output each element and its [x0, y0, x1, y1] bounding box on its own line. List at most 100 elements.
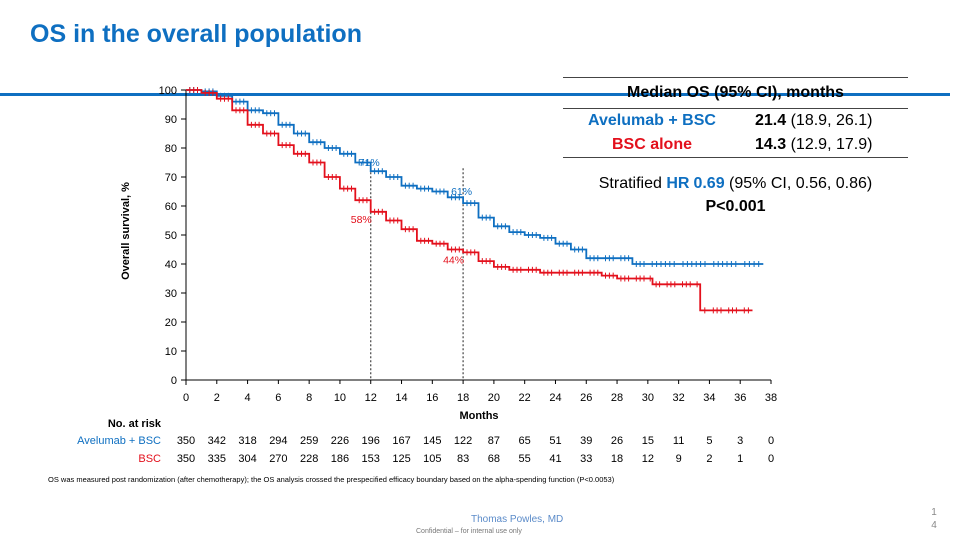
x-tick-label: 20	[488, 392, 500, 404]
annotation-layer: 71% 61% 58% 44%	[351, 157, 472, 266]
at-risk-value: 342	[208, 435, 226, 447]
at-risk-value: 1	[737, 453, 743, 465]
x-tick-label: 36	[734, 392, 746, 404]
median-os-arm-label: BSC alone	[611, 136, 692, 153]
x-tick-label: 24	[549, 392, 561, 404]
at-risk-title: No. at risk	[108, 418, 162, 430]
median-os-value: 21.4 (18.9, 26.1)	[741, 112, 908, 130]
at-risk-value: 87	[488, 435, 500, 447]
median-os-value: 14.3 (12.9, 17.9)	[741, 136, 908, 154]
y-tick-label: 20	[165, 317, 177, 329]
median-os-median: 21.4	[755, 112, 787, 129]
y-tick-label: 90	[165, 114, 177, 126]
at-risk-value: 350	[177, 435, 195, 447]
p-value: P<0.001	[705, 198, 766, 215]
at-risk-value: 228	[300, 453, 318, 465]
at-risk-value: 5	[706, 435, 712, 447]
x-tick-label: 30	[642, 392, 654, 404]
at-risk-value: 122	[454, 435, 472, 447]
x-tick-label: 38	[765, 392, 777, 404]
y-tick-label: 80	[165, 143, 177, 155]
at-risk-value: 186	[331, 453, 349, 465]
at-risk-value: 167	[392, 435, 410, 447]
y-tick-label: 50	[165, 230, 177, 242]
at-risk-value: 33	[580, 453, 592, 465]
y-tick-label: 100	[159, 85, 177, 97]
at-risk-value: 350	[177, 453, 195, 465]
at-risk-value: 196	[362, 435, 380, 447]
x-tick-label: 4	[245, 392, 251, 404]
at-risk-value: 26	[611, 435, 623, 447]
slide-title: OS in the overall population	[30, 20, 362, 48]
at-risk-value: 11	[673, 435, 684, 447]
at-risk-value: 125	[392, 453, 410, 465]
x-tick-label: 10	[334, 392, 346, 404]
series-layer	[186, 87, 764, 314]
x-tick-label: 14	[395, 392, 407, 404]
survival-annotation: 44%	[443, 254, 464, 266]
hazard-ratio-line: Stratified HR 0.69 (95% CI, 0.56, 0.86)	[563, 172, 908, 195]
survival-annotation: 71%	[359, 157, 380, 169]
at-risk-value: 304	[238, 453, 256, 465]
at-risk-value: 51	[549, 435, 561, 447]
hazard-ratio-ci: (95% CI, 0.56, 0.86)	[729, 175, 873, 192]
at-risk-value: 83	[457, 453, 469, 465]
x-tick-label: 32	[673, 392, 685, 404]
survival-annotation: 58%	[351, 214, 372, 226]
median-os-row-bsc: BSC alone 14.3 (12.9, 17.9)	[563, 133, 908, 158]
at-risk-value: 270	[269, 453, 287, 465]
at-risk-value: 226	[331, 435, 349, 447]
x-tick-label: 8	[306, 392, 312, 404]
median-os-median: 14.3	[755, 136, 787, 153]
hazard-ratio-prefix: Stratified	[598, 175, 662, 192]
at-risk-value: 41	[549, 453, 561, 465]
at-risk-value: 294	[269, 435, 287, 447]
median-os-arm-label: Avelumab + BSC	[588, 112, 716, 129]
at-risk-value: 65	[519, 435, 531, 447]
at-risk-value: 335	[208, 453, 226, 465]
x-tick-label: 18	[457, 392, 469, 404]
at-risk-value: 145	[423, 435, 441, 447]
x-tick-label: 0	[183, 392, 189, 404]
header-rule	[0, 93, 950, 96]
footnote: OS was measured post randomization (afte…	[48, 475, 615, 484]
at-risk-value: 0	[768, 435, 774, 447]
at-risk-value: 55	[519, 453, 531, 465]
x-tick-label: 28	[611, 392, 623, 404]
x-axis-title: Months	[459, 410, 498, 422]
at-risk-value: 3	[737, 435, 743, 447]
at-risk-value: 0	[768, 453, 774, 465]
reference-lines	[370, 168, 464, 380]
at-risk-value: 9	[676, 453, 682, 465]
median-os-header: Median OS (95% CI), months	[563, 77, 908, 109]
x-tick-label: 6	[275, 392, 281, 404]
median-os-row-avelumab: Avelumab + BSC 21.4 (18.9, 26.1)	[563, 109, 908, 133]
at-risk-value: 12	[642, 453, 654, 465]
at-risk-value: 68	[488, 453, 500, 465]
at-risk-table: Avelumab + BSC 350 342 318 294 259 226 196 167 14…	[77, 435, 774, 465]
survival-annotation: 61%	[451, 186, 472, 198]
at-risk-value: 153	[362, 453, 380, 465]
x-tick-label: 2	[214, 392, 220, 404]
at-risk-value: 39	[580, 435, 592, 447]
presenter-name: Thomas Powles, MD	[471, 514, 564, 525]
x-tick-label: 16	[426, 392, 438, 404]
hazard-ratio-value: 0.69	[693, 175, 725, 192]
y-tick-label: 70	[165, 172, 177, 184]
x-tick-label: 26	[580, 392, 592, 404]
at-risk-value: 15	[642, 435, 654, 447]
y-axis-title: Overall survival, %	[120, 182, 132, 280]
at-risk-value: 105	[423, 453, 441, 465]
y-tick-label: 60	[165, 201, 177, 213]
hazard-ratio-block: Stratified HR 0.69 (95% CI, 0.56, 0.86) P…	[563, 172, 908, 218]
median-os-ci: (18.9, 26.1)	[790, 112, 873, 129]
confidential-note: Confidential – for internal use only	[416, 528, 522, 535]
hazard-ratio-label: HR	[666, 175, 690, 192]
at-risk-row-label: Avelumab + BSC	[77, 435, 161, 447]
at-risk-value: 18	[611, 453, 623, 465]
y-tick-label: 40	[165, 259, 177, 271]
x-tick-label: 22	[519, 392, 531, 404]
at-risk-row-label: BSC	[138, 453, 161, 465]
